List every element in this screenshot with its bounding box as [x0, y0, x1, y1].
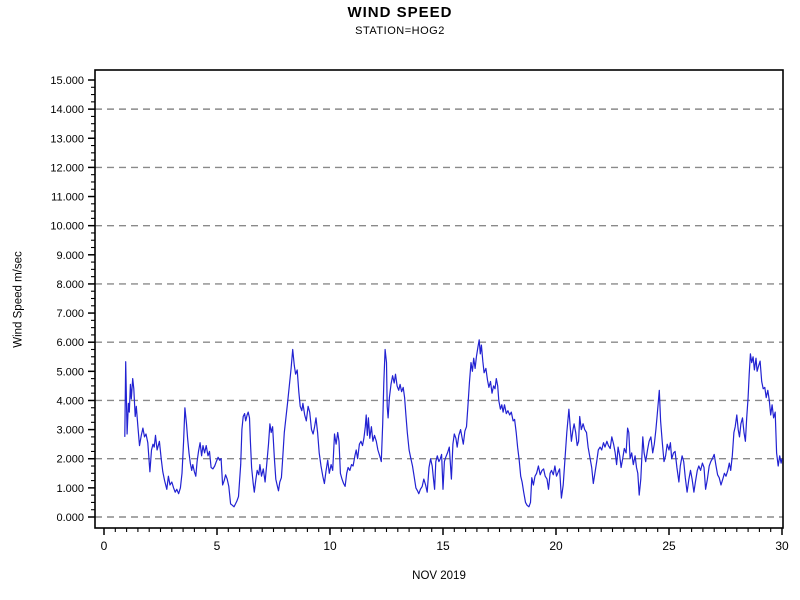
- y-tick-label: 2.000: [56, 454, 84, 466]
- x-axis-title: NOV 2019: [412, 570, 466, 582]
- x-tick-label: 20: [549, 539, 563, 553]
- y-tick-label: 1.000: [56, 483, 84, 495]
- x-tick-label: 25: [662, 539, 676, 553]
- y-tick-label: 11.000: [51, 192, 84, 204]
- x-tick-label: 5: [214, 539, 221, 553]
- wind-speed-series-line: [124, 339, 783, 508]
- plot-frame: [94, 69, 784, 529]
- y-tick-label: 15.000: [50, 75, 84, 87]
- y-tick-label: 0.000: [56, 512, 84, 524]
- chart-subtitle: STATION=HOG2: [355, 25, 445, 37]
- y-tick-label: 7.000: [56, 308, 84, 320]
- y-tick-label: 10.000: [50, 221, 84, 233]
- x-tick-label: 30: [775, 539, 789, 553]
- y-tick-label: 4.000: [56, 395, 84, 407]
- x-tick-label: 10: [323, 539, 337, 553]
- x-tick-label: 0: [101, 539, 108, 553]
- y-tick-label: 12.000: [50, 162, 84, 174]
- x-tick-label: 15: [436, 539, 450, 553]
- y-tick-label: 5.000: [56, 366, 84, 378]
- y-tick-label: 8.000: [56, 279, 84, 291]
- y-tick-label: 3.000: [56, 425, 84, 437]
- y-tick-label: 6.000: [56, 337, 84, 349]
- chart-title: WIND SPEED: [347, 4, 453, 21]
- y-tick-label: 14.000: [50, 104, 84, 116]
- y-axis-title: Wind Speed m/sec: [12, 251, 25, 348]
- y-tick-label: 9.000: [56, 250, 84, 262]
- y-tick-label: 13.000: [50, 133, 84, 145]
